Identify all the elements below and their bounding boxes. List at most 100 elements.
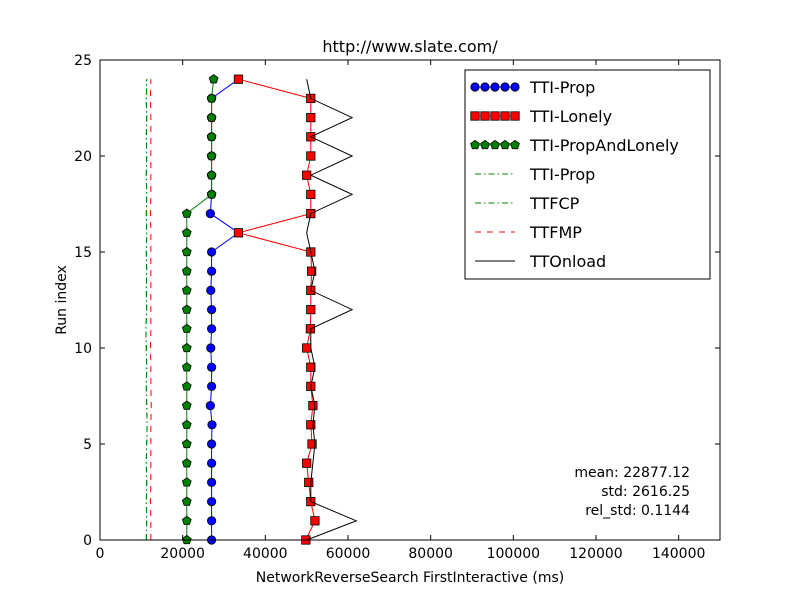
x-tick-label: 100000 xyxy=(487,546,540,562)
legend-label: TTI-PropAndLonely xyxy=(529,136,679,155)
data-point-tti-propandlonely xyxy=(208,74,219,84)
legend-marker xyxy=(480,111,490,121)
data-point-tti-prop xyxy=(207,362,217,372)
data-point-tti-prop xyxy=(207,516,217,526)
data-point-tti-propandlonely xyxy=(206,93,217,103)
data-point-tti-prop xyxy=(207,324,217,334)
data-point-tti-prop xyxy=(207,420,217,430)
x-tick-label: 80000 xyxy=(408,546,453,562)
data-point-tti-propandlonely xyxy=(181,438,192,449)
y-tick-label: 10 xyxy=(74,341,92,357)
series-4-ttfcp xyxy=(145,79,148,541)
x-tick-label: 120000 xyxy=(569,546,622,562)
data-point-tti-propandlonely xyxy=(181,208,192,218)
data-point-tti-propandlonely xyxy=(206,150,217,161)
chart-title: http://www.slate.com/ xyxy=(322,37,498,56)
legend-marker xyxy=(490,82,500,92)
legend-marker xyxy=(510,139,520,150)
legend-marker xyxy=(500,111,510,121)
y-axis-label: Run index xyxy=(54,265,70,335)
data-point-tti-propandlonely xyxy=(181,400,192,410)
y-tick-label: 5 xyxy=(83,437,92,453)
legend-marker xyxy=(510,82,520,92)
data-point-tti-lonely xyxy=(307,266,317,276)
data-point-tti-lonely xyxy=(306,151,316,161)
data-point-tti-prop xyxy=(207,247,217,257)
series-2-tti-propandlonely xyxy=(181,74,219,545)
legend-marker xyxy=(500,82,510,92)
plot-frame xyxy=(99,59,721,541)
data-point-tti-lonely xyxy=(233,74,244,84)
legend-label: TTOnload xyxy=(529,252,606,271)
legend-marker xyxy=(480,82,490,92)
data-point-tti-propandlonely xyxy=(181,458,192,468)
legend-item: TTI-Prop xyxy=(475,165,595,184)
legend-item: TTI-Prop xyxy=(470,78,595,97)
data-point-tti-propandlonely xyxy=(181,266,192,276)
data-point-tti-lonely xyxy=(308,400,318,411)
series-layer xyxy=(145,74,358,545)
data-point-tti-propandlonely xyxy=(181,362,192,372)
legend-marker xyxy=(470,139,480,150)
legend: TTI-Prop TTI-Lonely TTI-PropAndLonely TTI-P… xyxy=(464,69,711,280)
legend-marker xyxy=(500,139,510,150)
legend-label: TTI-Prop xyxy=(529,78,595,97)
legend-marker xyxy=(470,111,480,121)
data-point-tti-prop xyxy=(205,209,215,219)
legend-item: TTFCP xyxy=(475,194,580,213)
stats-std: std: 2616.25 xyxy=(601,484,690,500)
data-point-tti-propandlonely xyxy=(181,515,192,525)
data-point-tti-propandlonely xyxy=(206,189,217,199)
data-point-tti-propandlonely xyxy=(206,131,217,141)
tick-layer: 0 20000 40000 60000 80000 100000 120000 140000 0… xyxy=(74,53,720,562)
series-6-ttonload xyxy=(306,79,358,541)
legend-marker xyxy=(510,111,520,121)
legend-label: TTI-Prop xyxy=(529,165,595,184)
data-point-tti-propandlonely xyxy=(206,112,217,122)
data-point-tti-propandlonely xyxy=(181,323,192,333)
data-point-tti-prop xyxy=(206,343,216,353)
data-point-tti-propandlonely xyxy=(181,419,192,429)
series-line-ttfmp xyxy=(149,79,152,540)
data-point-tti-prop xyxy=(207,439,217,449)
data-point-tti-prop xyxy=(207,458,217,468)
data-point-tti-propandlonely xyxy=(206,170,217,180)
data-point-tti-prop xyxy=(207,496,217,507)
y-tick-label: 0 xyxy=(83,533,92,549)
legend-marker xyxy=(480,139,490,150)
data-point-tti-lonely xyxy=(307,439,317,449)
series-5-ttfmp xyxy=(149,79,152,540)
legend-item: TTI-PropAndLonely xyxy=(470,136,679,155)
data-point-tti-lonely xyxy=(233,228,244,238)
data-point-tti-prop xyxy=(207,381,217,391)
data-point-tti-prop xyxy=(205,400,215,411)
data-point-tti-lonely xyxy=(302,170,312,180)
x-tick-label: 20000 xyxy=(160,546,205,562)
x-tick-label: 60000 xyxy=(326,546,371,562)
x-tick-label: 40000 xyxy=(243,546,288,562)
series-line-ttonload xyxy=(306,79,358,541)
legend-marker xyxy=(490,111,500,121)
series-line-ttfcp xyxy=(145,79,148,541)
legend-label: TTFCP xyxy=(529,194,580,213)
legend-item: TTI-Lonely xyxy=(470,107,612,126)
data-point-tti-propandlonely xyxy=(181,496,192,506)
data-point-tti-prop xyxy=(207,266,217,276)
x-tick-label: 0 xyxy=(96,546,105,562)
stats-annotation: mean: 22877.12 std: 2616.25 rel_std: 0.1… xyxy=(574,465,690,519)
data-point-tti-lonely xyxy=(302,343,312,353)
data-point-tti-propandlonely xyxy=(181,246,192,257)
data-point-tti-lonely xyxy=(306,420,316,430)
legend-marker xyxy=(490,139,500,150)
data-point-tti-prop xyxy=(207,304,217,315)
data-point-tti-lonely xyxy=(310,516,320,526)
legend-item: TTFMP xyxy=(475,223,582,242)
y-tick-label: 15 xyxy=(74,245,92,261)
data-point-tti-lonely xyxy=(302,458,312,468)
y-tick-label: 20 xyxy=(74,149,92,165)
legend-item: TTOnload xyxy=(475,252,606,271)
legend-label: TTI-Lonely xyxy=(529,107,612,126)
stats-rel-std: rel_std: 0.1144 xyxy=(585,503,690,519)
x-axis-label: NetworkReverseSearch FirstInteractive (m… xyxy=(256,570,564,586)
